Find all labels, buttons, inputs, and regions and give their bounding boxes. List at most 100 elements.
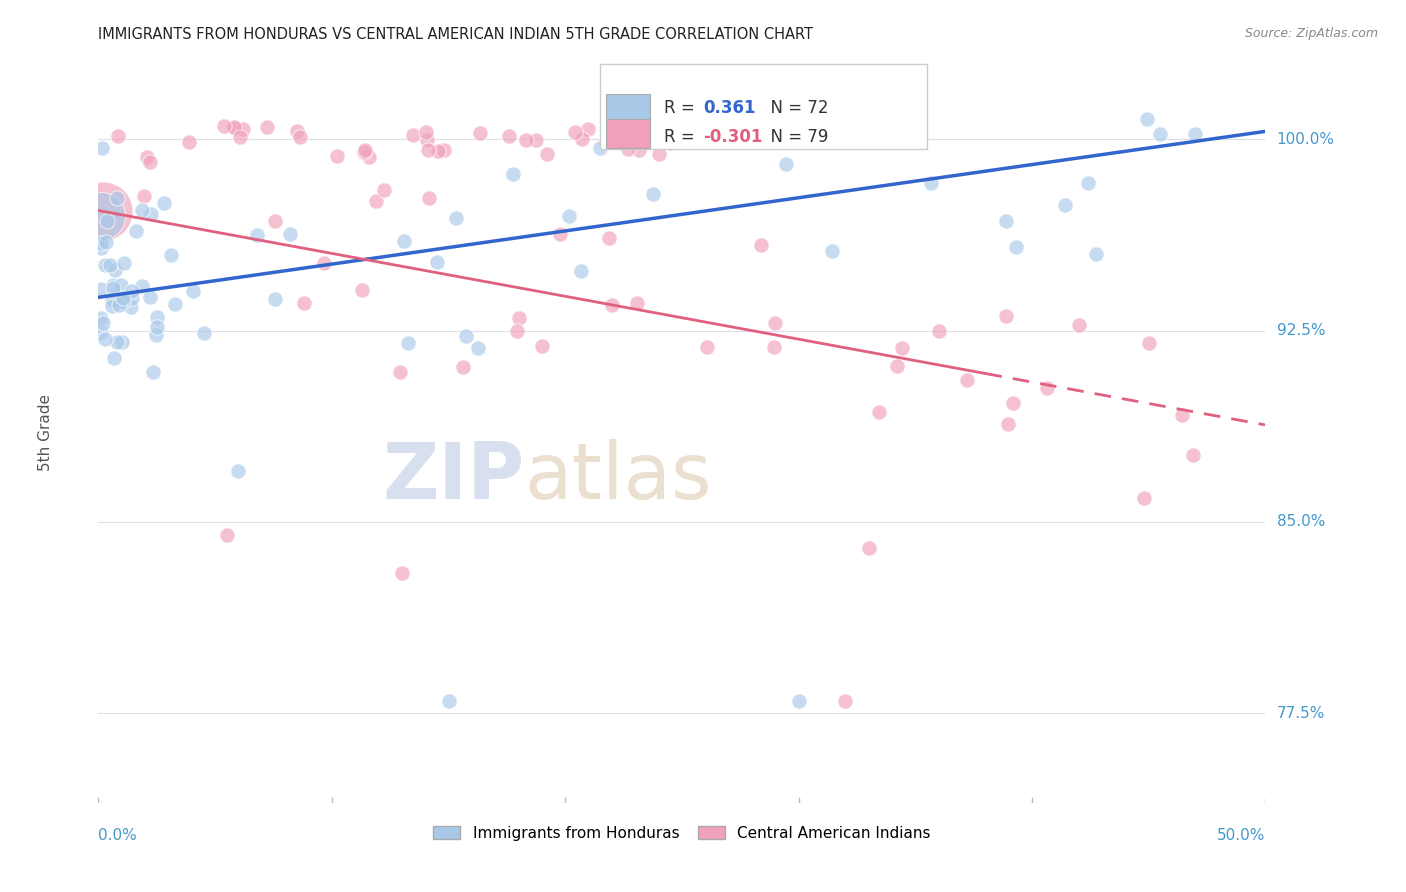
Point bbox=[920, 176, 942, 190]
Point bbox=[994, 309, 1017, 323]
Point bbox=[354, 143, 377, 157]
Text: 5th Grade: 5th Grade bbox=[38, 394, 53, 471]
Point bbox=[101, 280, 124, 294]
Point bbox=[224, 121, 246, 136]
Point bbox=[108, 292, 131, 306]
Point bbox=[131, 202, 153, 217]
Text: 0.361: 0.361 bbox=[703, 99, 755, 117]
Point bbox=[834, 694, 856, 708]
Point bbox=[617, 142, 640, 156]
Text: R =: R = bbox=[665, 128, 700, 146]
Point bbox=[628, 143, 651, 157]
Point bbox=[353, 145, 375, 159]
Point bbox=[350, 284, 373, 298]
Point bbox=[139, 290, 162, 304]
Point bbox=[107, 334, 129, 349]
Text: Source: ZipAtlas.com: Source: ZipAtlas.com bbox=[1244, 27, 1378, 40]
Point bbox=[222, 120, 245, 134]
Point bbox=[498, 128, 520, 143]
Point bbox=[357, 150, 380, 164]
Point bbox=[1136, 112, 1159, 126]
Point bbox=[91, 316, 114, 330]
Point bbox=[90, 311, 112, 326]
Point bbox=[392, 235, 415, 249]
Point bbox=[416, 143, 439, 157]
Point bbox=[1054, 198, 1077, 212]
Point bbox=[598, 132, 620, 146]
Point bbox=[177, 135, 200, 149]
Point bbox=[643, 186, 665, 201]
Point bbox=[415, 125, 437, 139]
Point bbox=[256, 120, 278, 135]
Point bbox=[101, 299, 124, 313]
Text: -0.301: -0.301 bbox=[703, 128, 762, 146]
Point bbox=[890, 341, 912, 355]
Legend: Immigrants from Honduras, Central American Indians: Immigrants from Honduras, Central Americ… bbox=[427, 820, 936, 847]
Point bbox=[1171, 408, 1194, 422]
Point bbox=[418, 191, 440, 205]
Point bbox=[288, 130, 311, 145]
Point bbox=[96, 214, 118, 228]
Point bbox=[364, 194, 387, 208]
Point bbox=[1184, 127, 1206, 141]
FancyBboxPatch shape bbox=[606, 120, 651, 147]
Point bbox=[246, 227, 269, 242]
Point bbox=[160, 248, 183, 262]
Point bbox=[536, 147, 558, 161]
Point bbox=[402, 128, 425, 142]
Point bbox=[391, 566, 413, 580]
Point bbox=[214, 120, 236, 134]
Point bbox=[121, 284, 143, 298]
Point bbox=[668, 123, 690, 137]
Point bbox=[858, 541, 880, 555]
Point bbox=[112, 256, 135, 270]
Point bbox=[762, 340, 785, 354]
Point bbox=[111, 334, 134, 349]
Point bbox=[444, 211, 467, 225]
Point bbox=[373, 183, 395, 197]
Point bbox=[146, 319, 169, 334]
Point bbox=[215, 527, 238, 541]
Point bbox=[647, 146, 669, 161]
Point bbox=[90, 235, 112, 250]
Point bbox=[589, 141, 612, 155]
Point bbox=[515, 133, 537, 147]
Point bbox=[1005, 240, 1028, 254]
Text: 77.5%: 77.5% bbox=[1277, 706, 1324, 721]
Point bbox=[264, 213, 287, 227]
Point bbox=[433, 143, 456, 157]
Point bbox=[508, 310, 530, 325]
Point bbox=[120, 300, 142, 314]
Point bbox=[994, 214, 1017, 228]
Point bbox=[451, 359, 474, 374]
Point bbox=[181, 284, 204, 298]
Point bbox=[146, 310, 169, 324]
Point bbox=[108, 298, 131, 312]
Text: R =: R = bbox=[665, 99, 700, 117]
Text: N = 79: N = 79 bbox=[761, 128, 828, 146]
Point bbox=[193, 326, 215, 340]
Point bbox=[763, 316, 786, 330]
Point bbox=[454, 329, 477, 343]
Point bbox=[1036, 381, 1059, 395]
Point bbox=[524, 133, 547, 147]
Point bbox=[530, 339, 553, 353]
Point bbox=[141, 207, 163, 221]
Point bbox=[136, 150, 159, 164]
Point bbox=[96, 235, 118, 250]
Point bbox=[91, 203, 114, 218]
Point bbox=[90, 282, 112, 296]
Point bbox=[467, 341, 489, 355]
Point bbox=[603, 128, 626, 142]
Text: 0.0%: 0.0% bbox=[98, 828, 138, 843]
Point bbox=[787, 694, 810, 708]
Point bbox=[90, 241, 112, 255]
Point bbox=[1133, 491, 1156, 505]
Point bbox=[152, 195, 174, 210]
Point bbox=[1182, 448, 1205, 462]
Point bbox=[564, 125, 586, 139]
Point bbox=[664, 134, 686, 148]
Point bbox=[659, 136, 682, 150]
Point bbox=[132, 189, 155, 203]
Text: IMMIGRANTS FROM HONDURAS VS CENTRAL AMERICAN INDIAN 5TH GRADE CORRELATION CHART: IMMIGRANTS FROM HONDURAS VS CENTRAL AMER… bbox=[98, 27, 814, 42]
